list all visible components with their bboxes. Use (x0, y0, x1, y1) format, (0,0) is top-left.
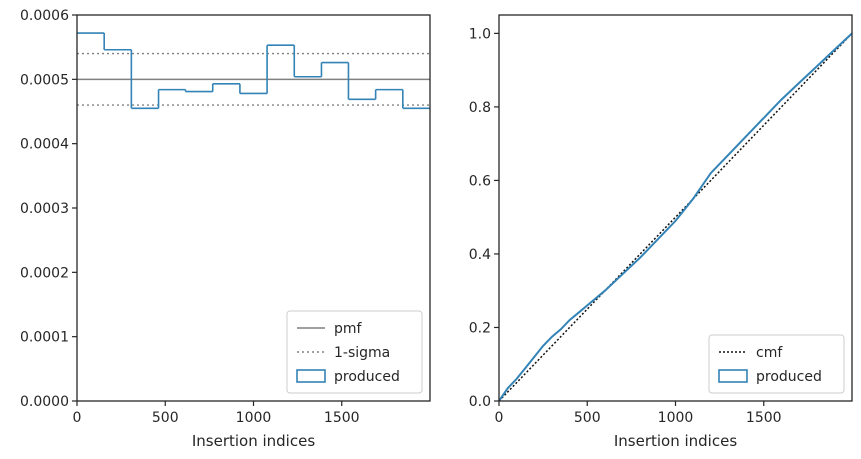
x-axis-label: Insertion indices (192, 432, 315, 450)
y-tick-label: 0.0 (469, 394, 491, 410)
x-tick-label: 1000 (236, 410, 272, 426)
y-tick-label: 0.0004 (20, 137, 69, 153)
right-panel-cmf: 0 500 1000 1500 0.0 0.2 0.4 0.6 0.8 1.0 Insertion … (469, 14, 853, 450)
y-tick-label: 1.0 (469, 26, 491, 42)
legend: pmf 1-sigma produced (286, 310, 423, 394)
legend-label: cmf (756, 345, 783, 361)
legend-box (708, 334, 845, 394)
x-axis-label: Insertion indices (614, 432, 737, 450)
y-tick-label: 0.0006 (20, 8, 69, 24)
y-tick-label: 0.0002 (20, 265, 69, 281)
left-panel-pmf-histogram: 0 500 1000 1500 0.0000 0.0001 0.0002 0.0003 0.00… (20, 8, 431, 450)
x-tick-label: 500 (574, 410, 601, 426)
x-tick-label: 0 (73, 410, 82, 426)
x-tick-label: 1000 (658, 410, 694, 426)
legend-box (286, 310, 423, 394)
y-tick-label: 0.8 (469, 100, 491, 116)
legend-label: produced (756, 369, 822, 385)
y-tick-label: 0.0001 (20, 330, 69, 346)
y-tick-label: 0.2 (469, 320, 491, 336)
y-tick-label: 0.0005 (20, 72, 69, 88)
y-tick-label: 0.0003 (20, 201, 69, 217)
cmf-line (498, 32, 853, 402)
x-tick-label: 0 (495, 410, 504, 426)
legend-handle-produced (718, 369, 748, 383)
x-tick-label: 1500 (746, 410, 782, 426)
y-tick-label: 0.4 (469, 247, 491, 263)
x-tick-label: 1500 (324, 410, 360, 426)
produced-histogram (77, 32, 430, 110)
legend-label: produced (334, 369, 400, 385)
legend-label: pmf (334, 321, 363, 337)
produced-line (498, 32, 853, 402)
y-tick-label: 0.6 (469, 173, 491, 189)
legend-handle-produced (296, 369, 326, 383)
legend: cmf produced (708, 334, 845, 394)
y-tick-label: 0.0000 (20, 394, 69, 410)
x-tick-label: 500 (152, 410, 179, 426)
legend-label: 1-sigma (334, 345, 390, 361)
